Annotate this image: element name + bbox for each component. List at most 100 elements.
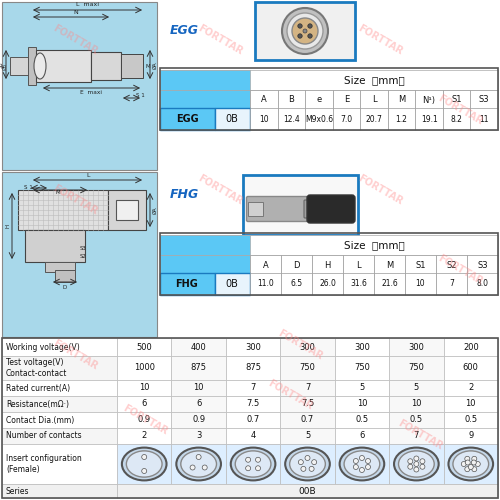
Bar [334, 412, 389, 428]
Text: 10: 10 [356, 400, 367, 408]
Text: 600: 600 [463, 364, 478, 372]
Text: 6: 6 [142, 400, 147, 408]
Bar [343, 255, 374, 275]
Bar [280, 412, 334, 428]
Bar [343, 273, 374, 295]
Bar [226, 412, 280, 428]
Text: 5: 5 [414, 384, 419, 392]
Circle shape [282, 8, 328, 54]
Text: 5: 5 [360, 384, 364, 392]
Text: 0.9: 0.9 [192, 416, 205, 424]
Circle shape [298, 34, 302, 38]
Circle shape [360, 456, 364, 460]
Text: FHG: FHG [170, 188, 199, 202]
Ellipse shape [122, 448, 166, 480]
Text: 4: 4 [250, 432, 256, 440]
Bar [389, 356, 444, 380]
Circle shape [360, 468, 364, 472]
Bar [117, 484, 498, 498]
Bar [334, 396, 389, 412]
Text: S1: S1 [452, 96, 462, 104]
Bar [250, 255, 281, 275]
Text: 11.0: 11.0 [257, 280, 274, 288]
Ellipse shape [176, 448, 221, 480]
Circle shape [202, 465, 207, 470]
Text: 7.5: 7.5 [246, 400, 260, 408]
Text: FORTTAR: FORTTAR [396, 418, 444, 452]
Circle shape [142, 468, 146, 473]
Bar [443, 108, 470, 130]
Text: 8.0: 8.0 [476, 280, 488, 288]
Text: D: D [293, 260, 300, 270]
Bar [2, 412, 117, 428]
Text: 20.7: 20.7 [366, 114, 382, 124]
Text: 10: 10 [466, 400, 476, 408]
Text: 6.5: 6.5 [290, 280, 302, 288]
Bar [160, 90, 250, 110]
Bar [2, 428, 117, 444]
Text: H: H [5, 224, 10, 228]
Bar [226, 428, 280, 444]
Bar [360, 90, 388, 110]
Text: FORTTAR: FORTTAR [436, 93, 484, 127]
Circle shape [246, 458, 250, 462]
Bar [172, 380, 226, 396]
Bar [389, 412, 444, 428]
Bar [388, 108, 415, 130]
Bar [436, 255, 467, 275]
Bar [55, 270, 75, 282]
Text: FORTTAR: FORTTAR [196, 173, 244, 207]
Bar [334, 356, 389, 380]
Text: FORTTAR: FORTTAR [276, 328, 324, 362]
Circle shape [472, 466, 477, 471]
Text: S3: S3 [479, 96, 490, 104]
Bar [91, 52, 121, 80]
Circle shape [190, 465, 195, 470]
Bar [250, 108, 278, 130]
Text: 7: 7 [250, 384, 256, 392]
Bar [117, 396, 172, 412]
Text: FORTTAR: FORTTAR [196, 23, 244, 57]
Text: 26.0: 26.0 [319, 280, 336, 288]
Text: 0.5: 0.5 [410, 416, 423, 424]
Bar [18, 190, 108, 230]
Bar [280, 444, 334, 484]
Bar [443, 90, 470, 110]
Text: M: M [386, 260, 393, 270]
Bar [36, 50, 91, 82]
Bar [160, 255, 250, 275]
Circle shape [408, 464, 413, 469]
Bar [444, 338, 498, 356]
Ellipse shape [290, 451, 326, 477]
Bar [467, 273, 498, 295]
Text: B: B [288, 96, 294, 104]
Text: Rated current(A): Rated current(A) [6, 384, 70, 392]
Text: 0.9: 0.9 [138, 416, 151, 424]
Text: 7.0: 7.0 [340, 114, 352, 124]
Circle shape [308, 24, 312, 28]
Circle shape [465, 466, 470, 471]
Circle shape [256, 466, 260, 470]
Text: 12.4: 12.4 [283, 114, 300, 124]
Circle shape [301, 466, 306, 471]
Text: 300: 300 [245, 342, 261, 351]
Text: 0.5: 0.5 [356, 416, 368, 424]
Text: FORTTAR: FORTTAR [51, 338, 99, 372]
Circle shape [292, 18, 318, 44]
Bar [172, 444, 226, 484]
Text: 6: 6 [196, 400, 202, 408]
Circle shape [246, 466, 250, 470]
Bar [2, 484, 117, 498]
Bar [108, 190, 146, 230]
Circle shape [312, 460, 316, 464]
Bar [2, 172, 157, 337]
Text: 11: 11 [480, 114, 489, 124]
Bar [389, 380, 444, 396]
Bar [334, 380, 389, 396]
Bar [360, 108, 388, 130]
Ellipse shape [235, 451, 271, 477]
Bar [160, 235, 250, 255]
Bar [334, 428, 389, 444]
Text: 300: 300 [408, 342, 424, 351]
Bar [332, 108, 360, 130]
